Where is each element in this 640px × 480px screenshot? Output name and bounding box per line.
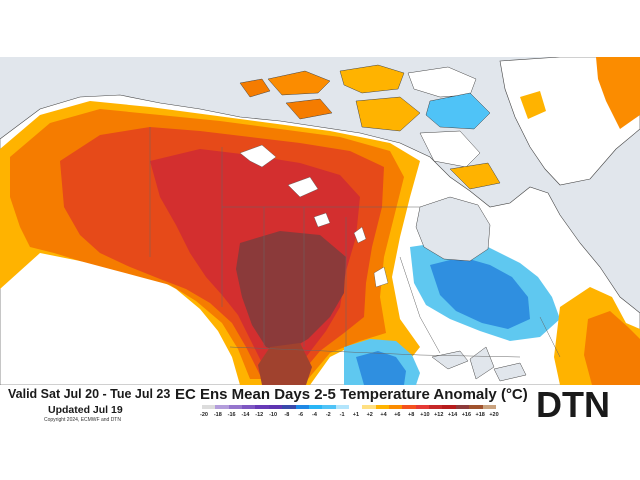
legend-tick-label: -4	[312, 412, 317, 418]
legend-tick-label: -8	[284, 412, 290, 418]
greenland-east-warm-coast	[520, 91, 546, 119]
arctic-island	[239, 78, 271, 98]
legend-tick-label: +4	[380, 412, 387, 418]
arctic-island	[425, 92, 491, 130]
map-title: EC Ens Mean Days 2-5 Temperature Anomaly…	[175, 386, 528, 403]
legend-swatch	[335, 405, 349, 409]
legend-swatch	[375, 405, 390, 409]
legend-swatch	[482, 405, 496, 409]
arctic-island	[267, 70, 331, 96]
legend-swatch	[442, 405, 456, 409]
legend-swatch	[282, 405, 296, 409]
political-boundaries	[149, 127, 561, 358]
great-slave-lake	[287, 176, 319, 198]
legend-tick-label: +16	[461, 412, 472, 418]
legend-swatch	[415, 405, 430, 409]
legend-swatch	[242, 405, 256, 409]
legend-tick-label: +8	[408, 412, 415, 418]
dtn-logo: DTN	[536, 387, 610, 421]
legend-swatch	[348, 405, 363, 409]
legend-tick-label: +12	[434, 412, 444, 418]
legend-swatch	[362, 405, 376, 409]
arctic-island	[285, 98, 333, 120]
cool-moderate-area-south	[356, 351, 406, 385]
arctic-island	[339, 64, 405, 94]
legend-tick-label: -20	[200, 412, 208, 418]
great-lake	[493, 362, 527, 382]
map-frame: Valid Sat Jul 20 - Tue Jul 23 Updated Ju…	[0, 57, 640, 425]
footer-bar: Valid Sat Jul 20 - Tue Jul 23 Updated Ju…	[0, 385, 640, 425]
legend-tick-label: +6	[394, 412, 401, 418]
lake	[353, 226, 367, 244]
lake	[313, 212, 331, 228]
legend-swatch	[215, 405, 229, 409]
legend-tick-label: -10	[269, 412, 278, 418]
legend-tick-label: -14	[241, 412, 250, 418]
legend-tick-label: -12	[255, 412, 264, 418]
legend-ticks: -20 -18 -16 -14 -12 -10 -8 -6 -4 -2 -1 +1 +2 +4 +6 +8 +1…	[198, 412, 500, 421]
legend-tick-label: +18	[475, 412, 485, 418]
legend-swatch	[228, 405, 243, 409]
legend-colorbar	[202, 405, 496, 409]
legend-tick-label: +10	[420, 412, 430, 418]
dtn-logo-text: DTN	[536, 387, 610, 421]
legend-tick-label: +20	[489, 412, 499, 418]
legend-swatch	[389, 405, 403, 409]
legend-tick-label: -2	[325, 412, 331, 418]
copyright-note: Copyright 2024, ECMWF and DTN	[44, 417, 121, 423]
legend-swatch	[268, 405, 283, 409]
legend-swatch	[202, 405, 216, 409]
legend-tick-label: -18	[213, 412, 222, 418]
cool-moderate-area-north	[430, 257, 530, 329]
legend-tick-label: -6	[298, 412, 304, 418]
arctic-island	[449, 162, 501, 190]
legend-tick-label: +1	[352, 412, 360, 418]
arctic-island	[419, 130, 481, 168]
greenland-warm-area	[596, 57, 640, 129]
legend-swatch	[469, 405, 483, 409]
great-lake	[469, 346, 495, 380]
legend-swatch	[402, 405, 416, 409]
legend-tick-label: -16	[227, 412, 236, 418]
east-coast-moderate-area	[584, 311, 640, 385]
legend-swatch	[322, 405, 336, 409]
arctic-island	[355, 96, 421, 132]
legend-tick-label: +14	[447, 412, 458, 418]
extreme-heat-core	[236, 231, 346, 353]
legend-tick-label: -1	[339, 412, 345, 418]
lake	[373, 266, 389, 288]
legend-swatch	[429, 405, 443, 409]
legend-swatch	[455, 405, 470, 409]
updated-date: Updated Jul 19	[48, 404, 123, 416]
anomaly-map	[0, 57, 640, 385]
great-bear-lake	[239, 144, 277, 168]
legend-tick-label: +2	[366, 412, 373, 418]
extreme-heat-south	[258, 343, 312, 385]
legend-swatch	[295, 405, 309, 409]
legend-swatch	[255, 405, 269, 409]
hudson-bay	[415, 196, 491, 262]
valid-period: Valid Sat Jul 20 - Tue Jul 23	[8, 387, 171, 401]
legend-swatch	[308, 405, 323, 409]
